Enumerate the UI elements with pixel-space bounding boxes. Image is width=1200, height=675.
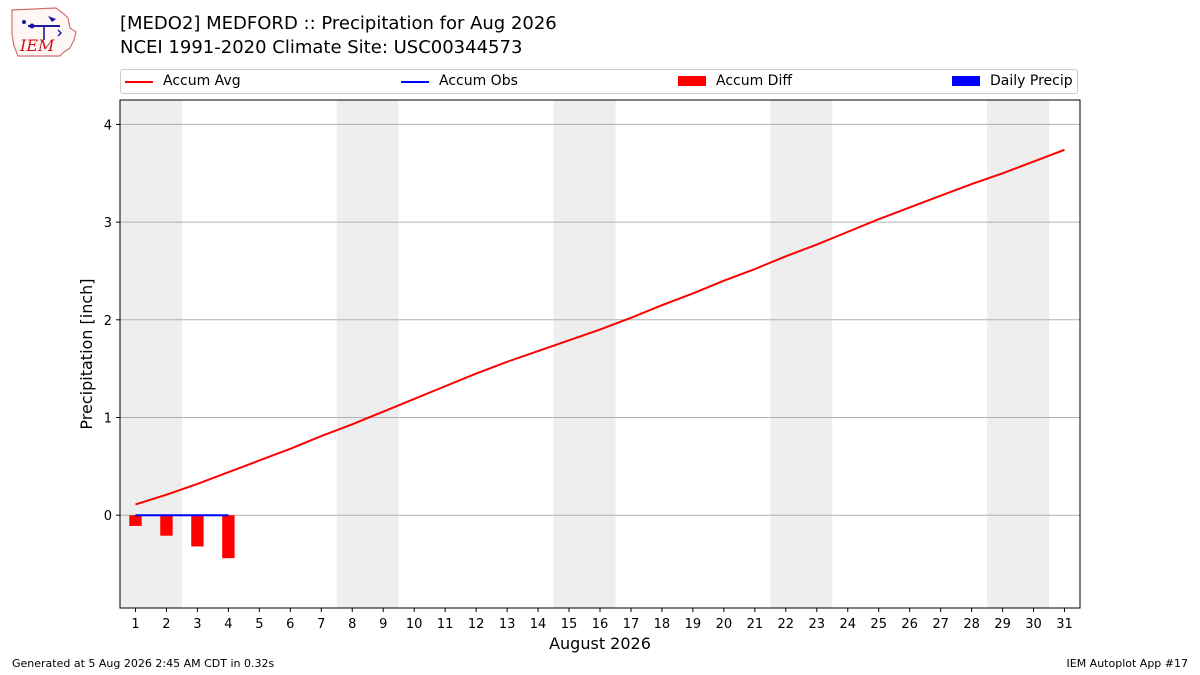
weekend-band	[553, 100, 616, 608]
x-tick-label: 8	[348, 617, 356, 632]
iem-logo-icon: IEM	[11, 7, 77, 57]
x-tick-label: 21	[747, 617, 764, 632]
x-tick-label: 17	[623, 617, 640, 632]
x-tick-label: 10	[406, 617, 423, 632]
x-tick-label: 30	[1025, 617, 1042, 632]
legend-label-accum-avg: Accum Avg	[163, 73, 241, 89]
x-tick-label: 22	[778, 617, 795, 632]
legend-swatch-accum-obs	[401, 81, 429, 83]
legend-swatch-daily-precip	[952, 76, 980, 86]
legend-label-daily-precip: Daily Precip	[990, 73, 1073, 89]
x-tick-label: 4	[224, 617, 232, 632]
x-tick-label: 26	[901, 617, 918, 632]
bar-accum-diff	[222, 515, 235, 559]
weekend-bands	[120, 100, 1050, 608]
x-tick-label: 16	[592, 617, 609, 632]
iem-logo-text: IEM	[19, 36, 55, 55]
x-tick-label: 25	[870, 617, 887, 632]
axis-ticks: 1 2 3 4 5 6 7 8 9 10 11 12 13 14 15 16 17 18 19 20 21 22 23 24 2…	[104, 118, 1073, 632]
x-tick-label: 1	[131, 617, 139, 632]
legend: Accum Avg Accum Obs Accum Diff Daily Pre…	[120, 69, 1078, 94]
footer-app-id: IEM Autoplot App #17	[1066, 657, 1189, 670]
x-axis-label: August 2026	[549, 634, 651, 653]
x-tick-label: 9	[379, 617, 387, 632]
x-tick-label: 29	[994, 617, 1011, 632]
x-tick-label: 2	[162, 617, 170, 632]
y-tick-label: 3	[104, 216, 112, 231]
y-axis-label: Precipitation [inch]	[77, 278, 96, 429]
bar-accum-diff	[191, 515, 204, 547]
gridlines	[120, 123, 1080, 516]
x-tick-label: 12	[468, 617, 485, 632]
x-tick-label: 24	[839, 617, 856, 632]
x-tick-label: 20	[716, 617, 733, 632]
x-tick-label: 19	[685, 617, 702, 632]
footer-generated: Generated at 5 Aug 2026 2:45 AM CDT in 0…	[12, 657, 275, 670]
x-tick-label: 11	[437, 617, 454, 632]
x-tick-label: 27	[932, 617, 949, 632]
series-lines	[135, 148, 1065, 517]
y-tick-label: 4	[104, 118, 112, 133]
x-tick-label: 14	[530, 617, 547, 632]
x-tick-label: 7	[317, 617, 325, 632]
legend-swatch-accum-avg	[125, 81, 153, 83]
legend-label-accum-diff: Accum Diff	[716, 73, 793, 89]
x-tick-label: 5	[255, 617, 263, 632]
x-tick-label: 6	[286, 617, 294, 632]
bar-accum-diff	[129, 515, 142, 526]
chart-subtitle: NCEI 1991-2020 Climate Site: USC00344573	[120, 37, 523, 58]
bars	[129, 515, 235, 559]
x-tick-label: 31	[1056, 617, 1073, 632]
legend-swatch-accum-diff	[678, 76, 706, 86]
x-tick-label: 28	[963, 617, 980, 632]
weekend-band	[336, 100, 399, 608]
weekend-band	[770, 100, 833, 608]
chart-title: [MEDO2] MEDFORD :: Precipitation for Aug…	[120, 13, 557, 34]
line-accum-avg	[135, 148, 1065, 506]
x-tick-label: 23	[809, 617, 826, 632]
weekend-band	[987, 100, 1050, 608]
x-tick-label: 13	[499, 617, 516, 632]
legend-label-accum-obs: Accum Obs	[439, 73, 518, 89]
x-tick-label: 3	[193, 617, 201, 632]
bar-accum-diff	[160, 515, 173, 536]
y-tick-label: 1	[104, 412, 112, 427]
y-tick-label: 2	[104, 314, 112, 329]
x-tick-label: 15	[561, 617, 578, 632]
y-tick-label: 0	[104, 509, 112, 524]
x-tick-label: 18	[654, 617, 671, 632]
